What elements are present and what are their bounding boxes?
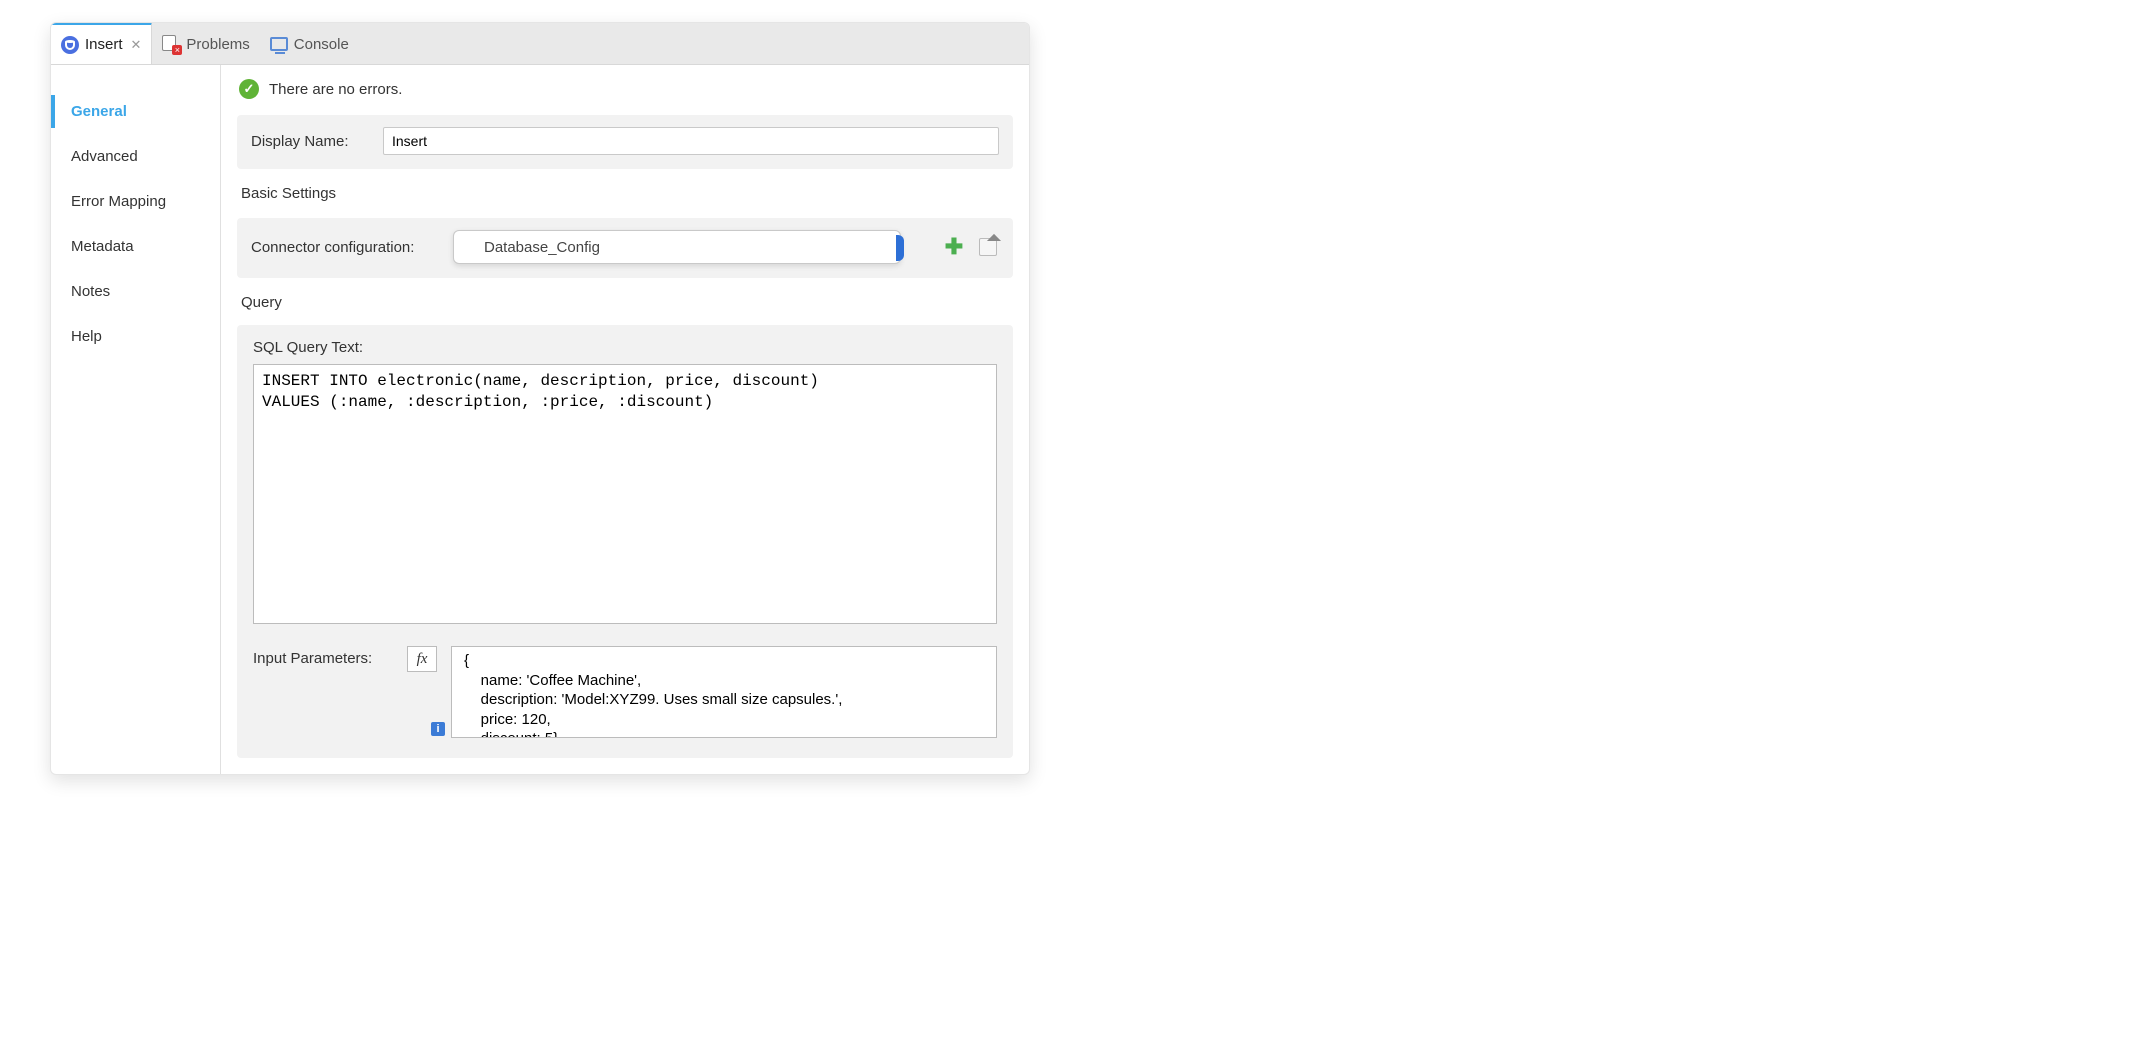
input-parameters-text[interactable] bbox=[451, 646, 997, 738]
config-panel: Insert ✕ Problems Console General Advanc… bbox=[50, 22, 1030, 775]
tabs-bar: Insert ✕ Problems Console bbox=[51, 23, 1029, 65]
check-icon: ✓ bbox=[239, 79, 259, 99]
sidebar-item-label: General bbox=[71, 103, 127, 120]
fx-button[interactable]: fx bbox=[407, 646, 437, 672]
plus-icon: ✚ bbox=[945, 234, 963, 260]
basic-settings-title: Basic Settings bbox=[237, 181, 1013, 212]
fx-icon: fx bbox=[417, 651, 428, 668]
query-title: Query bbox=[237, 290, 1013, 321]
sidebar-item-label: Metadata bbox=[71, 238, 134, 255]
sql-query-label: SQL Query Text: bbox=[253, 339, 997, 356]
basic-settings-section: Connector configuration: Database_Config… bbox=[237, 218, 1013, 278]
sidebar-item-label: Help bbox=[71, 328, 102, 345]
connector-config-dropdown[interactable]: Database_Config bbox=[453, 230, 901, 264]
tab-insert[interactable]: Insert ✕ bbox=[51, 22, 152, 64]
sidebar-item-general[interactable]: General bbox=[51, 95, 220, 128]
sidebar: General Advanced Error Mapping Metadata … bbox=[51, 65, 221, 774]
query-section: SQL Query Text: Input Parameters: fx i bbox=[237, 325, 1013, 758]
tab-problems[interactable]: Problems bbox=[152, 23, 259, 65]
sidebar-item-help[interactable]: Help bbox=[51, 320, 220, 353]
connector-config-value: Database_Config bbox=[484, 239, 600, 256]
sidebar-item-label: Error Mapping bbox=[71, 193, 166, 210]
tab-label: Console bbox=[294, 36, 349, 53]
edit-icon bbox=[979, 238, 997, 256]
tab-console[interactable]: Console bbox=[260, 23, 359, 65]
sidebar-item-advanced[interactable]: Advanced bbox=[51, 140, 220, 173]
sidebar-item-notes[interactable]: Notes bbox=[51, 275, 220, 308]
sql-query-text[interactable] bbox=[253, 364, 997, 624]
sidebar-item-label: Notes bbox=[71, 283, 110, 300]
database-icon bbox=[61, 36, 79, 54]
panel-body: General Advanced Error Mapping Metadata … bbox=[51, 65, 1029, 774]
sidebar-item-metadata[interactable]: Metadata bbox=[51, 230, 220, 263]
info-icon[interactable]: i bbox=[431, 722, 445, 736]
connector-config-label: Connector configuration: bbox=[251, 239, 441, 256]
status-message: There are no errors. bbox=[269, 81, 402, 98]
edit-config-button[interactable] bbox=[977, 236, 999, 258]
console-icon bbox=[270, 35, 288, 53]
problems-icon bbox=[162, 35, 180, 53]
sidebar-item-error-mapping[interactable]: Error Mapping bbox=[51, 185, 220, 218]
input-parameters-label: Input Parameters: bbox=[253, 646, 393, 667]
status-row: ✓ There are no errors. bbox=[221, 65, 1029, 109]
display-name-label: Display Name: bbox=[251, 133, 371, 150]
display-name-input[interactable] bbox=[383, 127, 999, 155]
tab-label: Problems bbox=[186, 36, 249, 53]
main-content: ✓ There are no errors. Display Name: Bas… bbox=[221, 65, 1029, 774]
close-icon[interactable]: ✕ bbox=[131, 37, 142, 53]
add-config-button[interactable]: ✚ bbox=[943, 236, 965, 258]
sidebar-item-label: Advanced bbox=[71, 148, 138, 165]
tab-label: Insert bbox=[85, 36, 123, 53]
display-name-section: Display Name: bbox=[237, 115, 1013, 169]
